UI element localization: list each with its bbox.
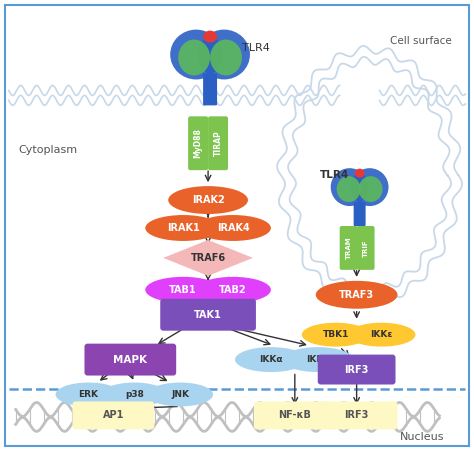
Ellipse shape — [55, 382, 121, 406]
Ellipse shape — [235, 347, 307, 372]
Ellipse shape — [359, 176, 383, 202]
Text: IRF3: IRF3 — [345, 410, 369, 420]
Ellipse shape — [282, 347, 354, 372]
Ellipse shape — [331, 168, 369, 206]
Ellipse shape — [178, 40, 210, 75]
Text: AP1: AP1 — [103, 410, 124, 420]
Text: MyD88: MyD88 — [193, 129, 202, 158]
Text: NF-κB: NF-κB — [278, 410, 311, 420]
Ellipse shape — [168, 186, 248, 214]
Ellipse shape — [351, 168, 389, 206]
Text: TLR4: TLR4 — [242, 42, 270, 53]
Ellipse shape — [355, 169, 365, 178]
Ellipse shape — [210, 40, 242, 75]
Text: TRAF6: TRAF6 — [191, 253, 226, 263]
Text: IKKα: IKKα — [259, 355, 283, 364]
FancyBboxPatch shape — [340, 226, 357, 270]
Text: TAK1: TAK1 — [194, 310, 222, 320]
FancyBboxPatch shape — [73, 401, 154, 429]
Text: p38: p38 — [125, 390, 144, 399]
FancyBboxPatch shape — [356, 226, 374, 270]
Polygon shape — [163, 240, 253, 276]
Text: IRAK1: IRAK1 — [167, 223, 200, 233]
Text: Cell surface: Cell surface — [390, 36, 451, 46]
Ellipse shape — [203, 31, 217, 42]
Ellipse shape — [347, 323, 415, 347]
FancyBboxPatch shape — [316, 401, 398, 429]
Text: TRAM: TRAM — [346, 237, 352, 259]
FancyBboxPatch shape — [203, 74, 217, 106]
Text: Cytoplasm: Cytoplasm — [18, 145, 78, 155]
FancyBboxPatch shape — [160, 299, 256, 331]
Text: TLR4: TLR4 — [320, 170, 349, 180]
Ellipse shape — [146, 215, 221, 241]
Ellipse shape — [337, 176, 361, 202]
Text: TRIF: TRIF — [363, 239, 369, 257]
FancyBboxPatch shape — [318, 354, 395, 385]
Ellipse shape — [146, 277, 221, 303]
Text: IRAK2: IRAK2 — [191, 195, 225, 205]
FancyBboxPatch shape — [5, 5, 469, 446]
Text: TIRAP: TIRAP — [214, 130, 223, 156]
Text: IKKβ: IKKβ — [306, 355, 329, 364]
FancyBboxPatch shape — [208, 116, 228, 170]
Text: TBK1: TBK1 — [322, 330, 349, 339]
Text: Nucleus: Nucleus — [400, 433, 444, 442]
Ellipse shape — [198, 30, 250, 79]
Ellipse shape — [316, 281, 398, 309]
Text: IKKε: IKKε — [370, 330, 393, 339]
Ellipse shape — [170, 30, 222, 79]
Ellipse shape — [195, 215, 271, 241]
Ellipse shape — [195, 277, 271, 303]
Text: JNK: JNK — [171, 390, 189, 399]
Text: TAB2: TAB2 — [219, 285, 247, 295]
Text: TAB1: TAB1 — [169, 285, 197, 295]
Ellipse shape — [147, 382, 213, 406]
Ellipse shape — [101, 382, 167, 406]
Text: MAPK: MAPK — [113, 354, 147, 364]
FancyBboxPatch shape — [354, 202, 365, 226]
Ellipse shape — [302, 323, 370, 347]
Text: ERK: ERK — [79, 390, 99, 399]
FancyBboxPatch shape — [84, 344, 176, 376]
FancyBboxPatch shape — [254, 401, 336, 429]
Text: IRF3: IRF3 — [345, 364, 369, 374]
Text: IRAK4: IRAK4 — [217, 223, 249, 233]
FancyBboxPatch shape — [188, 116, 208, 170]
Text: TRAF3: TRAF3 — [339, 290, 374, 300]
